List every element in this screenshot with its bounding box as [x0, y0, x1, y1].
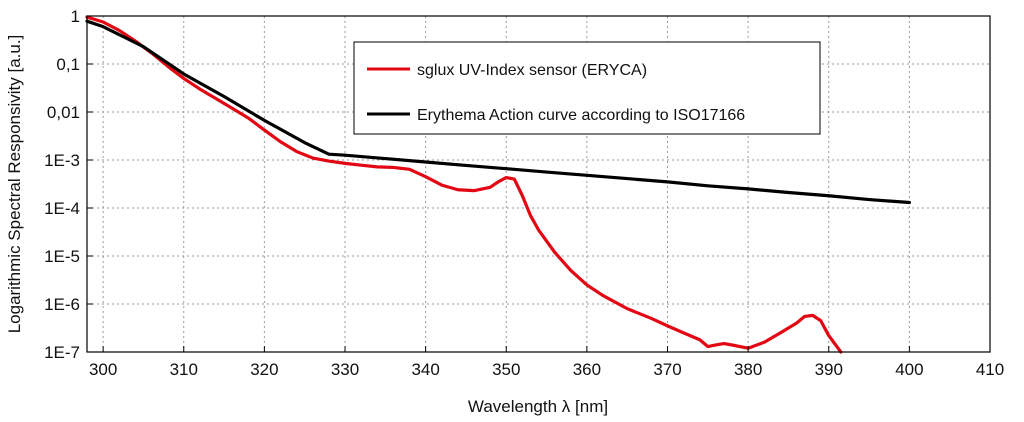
- x-tick-label: 410: [976, 360, 1004, 379]
- legend: sglux UV-Index sensor (ERYCA) Erythema A…: [353, 41, 821, 135]
- x-tick-label: 350: [492, 360, 520, 379]
- legend-box: [353, 41, 821, 135]
- y-tick-label: 1E-5: [44, 247, 80, 266]
- x-tick-label: 320: [250, 360, 278, 379]
- x-tick-label: 340: [411, 360, 439, 379]
- x-tick-label: 370: [653, 360, 681, 379]
- plot-frame: [86, 15, 991, 353]
- series-layer: [85, 15, 911, 354]
- legend-label-sglux: sglux UV-Index sensor (ERYCA): [417, 62, 647, 79]
- x-tick-label: 390: [815, 360, 843, 379]
- x-tick-label: 300: [89, 360, 117, 379]
- y-tick-label: 1E-6: [44, 295, 80, 314]
- tick-layer: 300 310 320 330 340 350 360 370 380 390 400 410 1 0,1…: [44, 7, 1004, 379]
- y-axis-title: Logarithmic Spectral Responsivity [a.u.]: [5, 35, 24, 334]
- y-tick-label: 0,01: [47, 103, 80, 122]
- y-tick-label: 1: [71, 7, 80, 26]
- x-tick-label: 380: [734, 360, 762, 379]
- y-tick-label: 1E-4: [44, 199, 80, 218]
- x-axis-title: Wavelength λ [nm]: [468, 397, 608, 416]
- y-tick-label: 1E-7: [44, 343, 80, 362]
- series-line-erythema: [85, 19, 911, 205]
- series-line-sglux: [85, 15, 843, 354]
- y-tick-label: 1E-3: [44, 151, 80, 170]
- legend-label-erythema: Erythema Action curve according to ISO17…: [417, 107, 745, 124]
- x-tick-label: 360: [573, 360, 601, 379]
- x-tick-label: 330: [331, 360, 359, 379]
- y-tick-label: 0,1: [56, 55, 80, 74]
- x-tick-label: 310: [170, 360, 198, 379]
- x-tick-label: 400: [895, 360, 923, 379]
